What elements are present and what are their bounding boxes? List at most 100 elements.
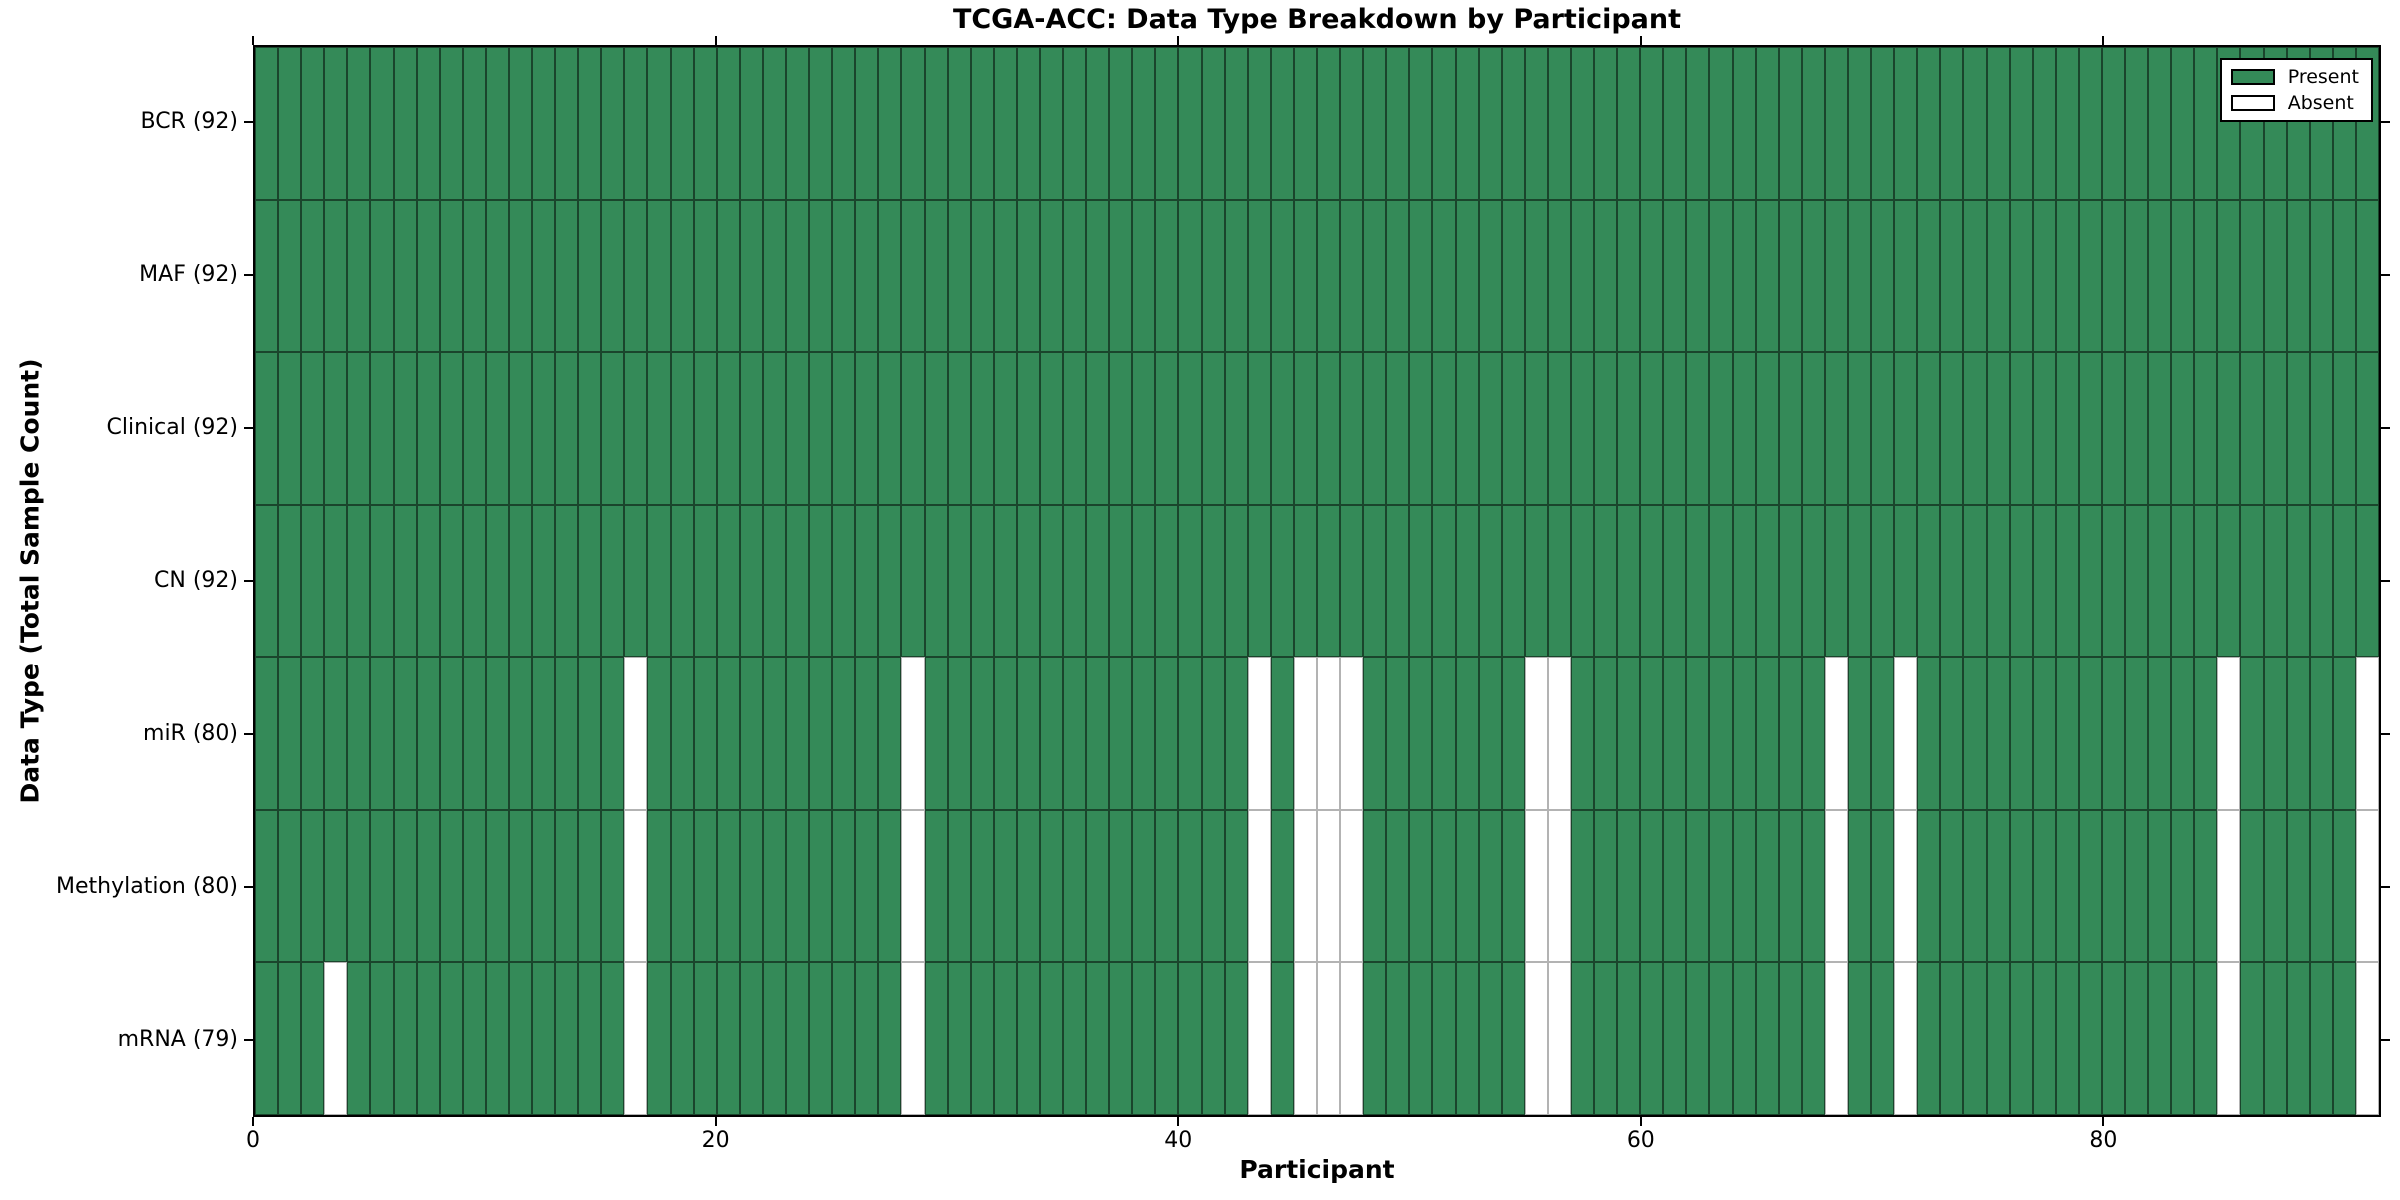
heatmap-cell-mRNA-11 (508, 962, 533, 1115)
heatmap-cell-mRNA-67 (1801, 962, 1825, 1115)
heatmap-cell-BCR-7 (416, 47, 440, 200)
heatmap-cell-BCR-41 (1201, 47, 1225, 200)
heatmap-cell-MAF-69 (1847, 199, 1872, 353)
heatmap-cell-Clinical-42 (1224, 352, 1248, 505)
heatmap-cell-CN-57 (1570, 504, 1595, 658)
heatmap-cell-miR-63 (1709, 657, 1733, 810)
heatmap-cell-Methylation-35 (1063, 809, 1087, 963)
heatmap-cell-mRNA-2 (301, 962, 325, 1115)
heatmap-cell-mRNA-16 (624, 962, 648, 1115)
x-tick-mark-bottom-60 (1639, 1117, 1642, 1126)
heatmap-cell-BCR-14 (578, 47, 602, 200)
heatmap-cell-CN-4 (347, 504, 371, 658)
heatmap-cell-Clinical-88 (2286, 352, 2310, 505)
heatmap-cell-CN-86 (2240, 504, 2264, 658)
heatmap-cell-MAF-83 (2171, 199, 2195, 353)
heatmap-cell-CN-76 (2009, 504, 2033, 658)
heatmap-cell-miR-19 (693, 657, 717, 810)
heatmap-cell-CN-0 (255, 504, 279, 658)
heatmap-cell-BCR-59 (1617, 47, 1641, 200)
heatmap-cell-MAF-64 (1732, 199, 1756, 353)
heatmap-cell-CN-62 (1686, 504, 1710, 658)
heatmap-cell-CN-49 (1386, 504, 1410, 658)
y-tick-label-Clinical: Clinical (92) (106, 414, 238, 440)
heatmap-cell-Clinical-49 (1386, 352, 1410, 505)
heatmap-cell-Clinical-72 (1917, 352, 1941, 505)
heatmap-cell-Clinical-9 (462, 352, 486, 505)
heatmap-cell-CN-87 (2263, 504, 2287, 658)
heatmap-cell-mRNA-69 (1847, 962, 1872, 1115)
heatmap-cell-Methylation-68 (1824, 809, 1848, 963)
heatmap-cell-CN-44 (1270, 504, 1294, 658)
heatmap-cell-miR-9 (462, 657, 486, 810)
heatmap-cell-miR-52 (1455, 657, 1479, 810)
heatmap-cell-mRNA-17 (647, 962, 671, 1115)
heatmap-cell-miR-77 (2032, 657, 2056, 810)
heatmap-cell-Methylation-21 (739, 809, 763, 963)
heatmap-cell-miR-37 (1109, 657, 1133, 810)
heatmap-cell-mRNA-62 (1686, 962, 1710, 1115)
heatmap-cell-Clinical-48 (1363, 352, 1387, 505)
heatmap-cell-Clinical-47 (1340, 352, 1364, 505)
x-tick-mark-top-20 (714, 36, 717, 45)
heatmap-cell-MAF-55 (1524, 199, 1548, 353)
heatmap-cell-CN-42 (1224, 504, 1248, 658)
heatmap-cell-Clinical-12 (532, 352, 556, 505)
heatmap-cell-Methylation-79 (2078, 809, 2102, 963)
y-tick-mark-left-BCR (244, 120, 253, 123)
heatmap-cell-Methylation-73 (1940, 809, 1964, 963)
heatmap-cell-BCR-67 (1801, 47, 1825, 200)
heatmap-cell-CN-78 (2055, 504, 2079, 658)
heatmap-cell-CN-2 (301, 504, 325, 658)
heatmap-cell-Methylation-44 (1270, 809, 1294, 963)
heatmap-cell-mRNA-46 (1316, 962, 1341, 1115)
heatmap-cell-Clinical-66 (1778, 352, 1802, 505)
heatmap-cell-CN-32 (993, 504, 1017, 658)
heatmap-cell-MAF-50 (1409, 199, 1433, 353)
heatmap-cell-Methylation-33 (1016, 809, 1040, 963)
heatmap-cell-MAF-22 (762, 199, 786, 353)
heatmap-cell-Methylation-60 (1640, 809, 1664, 963)
heatmap-cell-MAF-81 (2125, 199, 2149, 353)
y-tick-mark-right-mRNA (2381, 1039, 2390, 1042)
heatmap-cell-miR-24 (809, 657, 833, 810)
heatmap-cell-Clinical-80 (2101, 352, 2126, 505)
heatmap-cell-BCR-1 (278, 47, 302, 200)
heatmap-cell-mRNA-65 (1755, 962, 1779, 1115)
heatmap-cell-miR-8 (439, 657, 463, 810)
heatmap-cell-BCR-71 (1894, 47, 1918, 200)
heatmap-cell-mRNA-78 (2055, 962, 2079, 1115)
heatmap-cell-Methylation-43 (1247, 809, 1271, 963)
heatmap-cell-MAF-21 (739, 199, 763, 353)
heatmap-cell-Methylation-90 (2332, 809, 2356, 963)
heatmap-cell-CN-81 (2125, 504, 2149, 658)
heatmap-cell-CN-25 (832, 504, 856, 658)
heatmap-cell-MAF-30 (947, 199, 971, 353)
heatmap-cell-MAF-14 (578, 199, 602, 353)
heatmap-cell-Methylation-5 (370, 809, 394, 963)
heatmap-cell-CN-3 (324, 504, 348, 658)
heatmap-cell-MAF-10 (485, 199, 509, 353)
heatmap-cell-MAF-89 (2309, 199, 2333, 353)
heatmap-cell-Methylation-0 (255, 809, 279, 963)
legend-label-absent: Absent (2287, 92, 2354, 114)
heatmap-cell-MAF-33 (1016, 199, 1040, 353)
heatmap-cell-CN-20 (716, 504, 740, 658)
heatmap-cell-miR-2 (301, 657, 325, 810)
heatmap-cell-CN-38 (1132, 504, 1156, 658)
heatmap-cell-Clinical-74 (1963, 352, 1987, 505)
heatmap-cell-miR-11 (508, 657, 533, 810)
heatmap-cell-BCR-64 (1732, 47, 1756, 200)
heatmap-cell-MAF-91 (2355, 199, 2379, 353)
heatmap-cell-Methylation-20 (716, 809, 740, 963)
heatmap-cell-Methylation-15 (601, 809, 625, 963)
x-tick-mark-bottom-0 (252, 1117, 254, 1126)
heatmap-cell-MAF-42 (1224, 199, 1248, 353)
y-tick-label-BCR: BCR (92) (140, 108, 238, 134)
heatmap-cell-CN-65 (1755, 504, 1779, 658)
heatmap-cell-Clinical-36 (1086, 352, 1110, 505)
heatmap-cell-BCR-39 (1155, 47, 1179, 200)
heatmap-cell-MAF-68 (1824, 199, 1848, 353)
heatmap-cell-Clinical-82 (2148, 352, 2172, 505)
